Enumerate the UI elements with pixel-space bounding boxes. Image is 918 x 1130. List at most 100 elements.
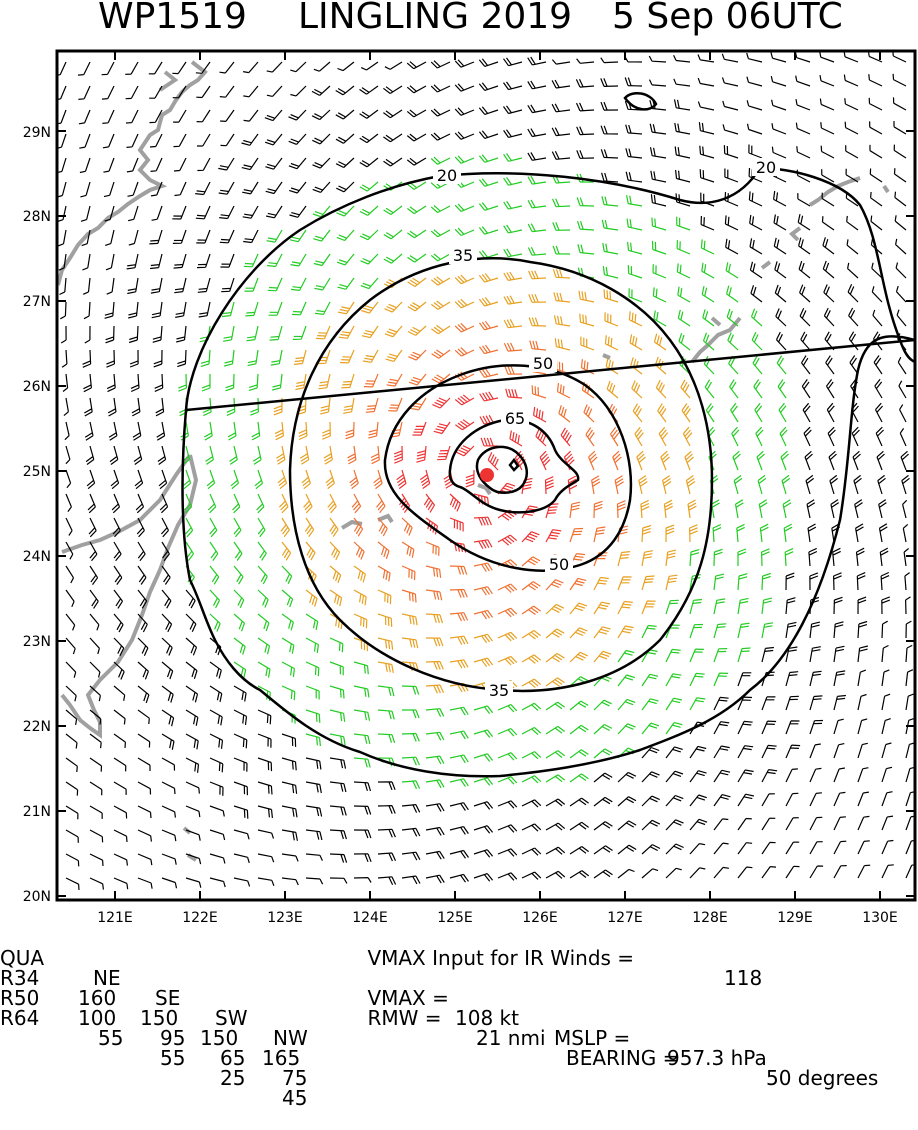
wind-barb <box>360 253 379 265</box>
wind-barb <box>821 216 835 231</box>
wind-barb <box>473 777 494 786</box>
wind-barb <box>676 216 691 231</box>
wind-barb <box>104 301 115 319</box>
wind-barb <box>757 474 767 495</box>
wind-barb <box>377 876 397 886</box>
wind-barb <box>855 523 864 543</box>
wind-barb <box>897 356 907 375</box>
wind-barb <box>785 817 799 831</box>
wind-barb <box>833 596 843 615</box>
wind-barb <box>377 613 393 627</box>
wind-barb <box>497 848 518 857</box>
wind-barb <box>305 661 320 677</box>
wind-barb <box>359 109 379 119</box>
wind-barb <box>894 191 907 207</box>
wind-barb <box>830 499 840 519</box>
lon-label: 125E <box>437 910 473 926</box>
wind-barb <box>658 426 669 447</box>
wind-barb <box>857 767 869 783</box>
wind-barb <box>89 565 99 585</box>
wind-barb <box>425 637 444 647</box>
wind-barb <box>113 541 122 562</box>
wind-barb <box>497 534 518 546</box>
wind-barb <box>673 78 691 87</box>
wind-barb <box>737 548 747 566</box>
wind-barb <box>746 76 763 87</box>
wind-barb <box>89 613 100 631</box>
wind-barb <box>173 157 187 172</box>
wind-barb <box>113 781 127 795</box>
wind-barb <box>257 853 275 863</box>
wind-barb <box>407 253 427 263</box>
wind-barb <box>539 450 551 471</box>
wind-barb <box>281 805 298 818</box>
wind-barb <box>551 79 571 89</box>
wind-barb <box>89 541 98 562</box>
wind-barb <box>430 156 451 165</box>
wind-barb <box>689 623 704 639</box>
coastline-island-2 <box>882 184 890 194</box>
wind-barb <box>401 851 421 861</box>
wind-barb <box>406 109 427 118</box>
wind-barb <box>109 445 119 465</box>
wind-barb <box>58 253 67 271</box>
wind-barb <box>665 549 677 567</box>
wind-barb <box>327 493 337 514</box>
wind-barb <box>478 130 499 139</box>
wind-barb <box>383 157 403 167</box>
wind-barb <box>585 427 595 447</box>
wind-barb <box>376 493 386 514</box>
wind-barb <box>641 550 654 567</box>
wind-barb <box>449 588 468 598</box>
wind-barb <box>281 877 299 886</box>
wind-barb <box>901 474 910 495</box>
wind-barb <box>59 277 67 296</box>
wind-barb <box>57 229 67 247</box>
wind-barb <box>353 637 368 652</box>
wind-barb <box>479 344 499 355</box>
wind-barb <box>449 754 469 764</box>
wind-barb <box>161 613 173 633</box>
wind-barb <box>65 589 75 608</box>
wind-barb <box>290 61 307 73</box>
wind-barb <box>833 670 846 687</box>
wind-barb <box>785 695 799 711</box>
wind-barb <box>569 845 589 855</box>
wind-barb <box>241 157 259 171</box>
wind-barb <box>902 499 908 519</box>
wind-barb <box>242 181 259 195</box>
wind-barb <box>737 647 751 663</box>
vmax-input-line: VMAX Input for IR Winds = 118 <box>342 928 762 1008</box>
wind-barb <box>407 301 427 312</box>
wind-barb <box>431 324 451 335</box>
wind-barb <box>700 215 715 231</box>
wind-barb <box>569 724 589 735</box>
wind-barb <box>776 355 787 375</box>
wind-barb <box>753 379 763 399</box>
wind-barb <box>62 373 69 392</box>
wind-barb <box>480 437 499 447</box>
wind-barb <box>478 178 499 187</box>
wind-barb <box>569 651 589 663</box>
wind-barb <box>329 661 344 676</box>
wind-barb <box>257 733 272 748</box>
wind-barb <box>161 709 175 727</box>
wind-barb <box>689 770 707 783</box>
wind-barb <box>257 805 273 819</box>
wind-barb <box>209 853 226 864</box>
wind-barb <box>593 748 613 759</box>
wind-barb <box>761 793 775 807</box>
wind-barb <box>600 101 619 111</box>
wind-barb <box>785 572 795 591</box>
wind-barb <box>449 493 461 512</box>
wind-barb <box>425 874 445 884</box>
wind-barb <box>425 660 444 670</box>
wind-barb <box>625 124 643 135</box>
contour-50kt <box>383 364 633 572</box>
wind-barb <box>233 661 247 679</box>
wind-barb <box>673 99 691 111</box>
wind-barb <box>353 613 368 629</box>
wind-barb <box>233 685 247 702</box>
wind-barb <box>705 403 715 423</box>
wind-barb <box>737 597 749 615</box>
